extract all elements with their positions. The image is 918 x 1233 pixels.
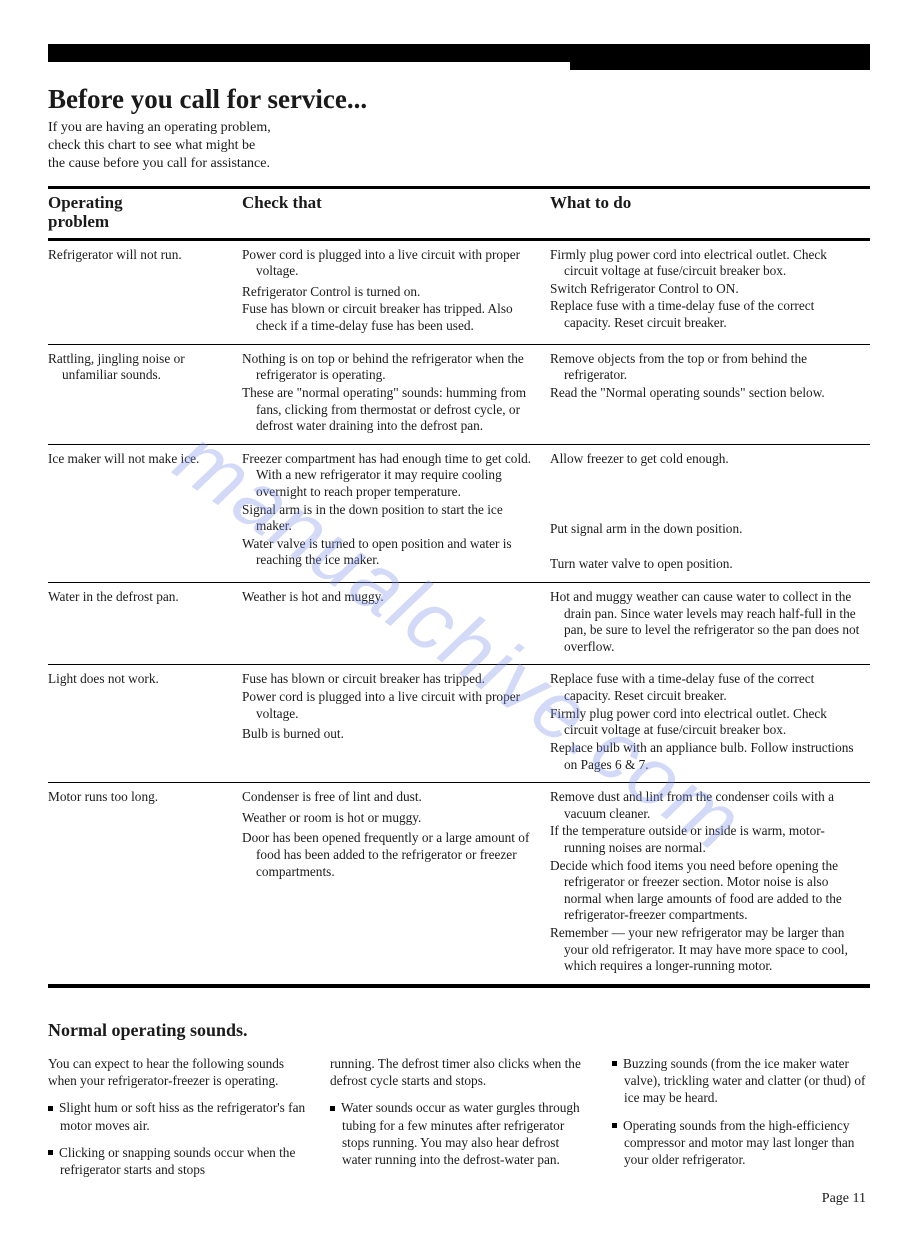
header-check: Check that xyxy=(242,193,550,232)
check-item: Fuse has blown or circuit breaker has tr… xyxy=(242,671,536,688)
what-item: Firmly plug power cord into electrical o… xyxy=(550,706,860,739)
what-item: Replace fuse with a time-delay fuse of t… xyxy=(550,671,860,704)
bullet-icon xyxy=(48,1106,53,1111)
check-cell: Weather is hot and muggy. xyxy=(242,589,550,656)
problem-text: Ice maker will not make ice. xyxy=(48,451,234,468)
table-row: Light does not work. Fuse has blown or c… xyxy=(48,664,870,782)
check-item: Weather is hot and muggy. xyxy=(242,589,536,606)
what-cell: Replace fuse with a time-delay fuse of t… xyxy=(550,671,860,774)
bullet-icon xyxy=(48,1150,53,1155)
table-header-row: Operating problem Check that What to do xyxy=(48,189,870,240)
problem-cell: Ice maker will not make ice. xyxy=(48,451,242,574)
table-row: Refrigerator will not run. Power cord is… xyxy=(48,240,870,344)
intro-line: check this chart to see what might be xyxy=(48,137,870,155)
problem-cell: Light does not work. xyxy=(48,671,242,774)
intro-text: If you are having an operating problem, … xyxy=(48,119,870,174)
what-item: Decide which food items you need before … xyxy=(550,858,860,924)
sounds-intro: You can expect to hear the following sou… xyxy=(48,1055,306,1090)
check-cell: Freezer compartment has had enough time … xyxy=(242,451,550,574)
check-item: Power cord is plugged into a live circui… xyxy=(242,247,536,280)
sounds-bullet: Water sounds occur as water gurgles thro… xyxy=(330,1099,588,1168)
check-item: Water valve is turned to open position a… xyxy=(242,536,536,569)
what-item: Replace bulb with an appliance bulb. Fol… xyxy=(550,740,860,773)
table-row: Motor runs too long. Condenser is free o… xyxy=(48,782,870,984)
check-item: Weather or room is hot or muggy. xyxy=(242,810,536,827)
what-cell: Allow freezer to get cold enough. Put si… xyxy=(550,451,860,574)
sounds-bullet: Operating sounds from the high-efficienc… xyxy=(612,1117,870,1169)
check-item: Fuse has blown or circuit breaker has tr… xyxy=(242,301,536,334)
problem-text: Rattling, jingling noise or unfamiliar s… xyxy=(48,351,234,384)
what-item xyxy=(550,486,860,503)
what-item: Replace fuse with a time-delay fuse of t… xyxy=(550,298,860,331)
table-row: Ice maker will not make ice. Freezer com… xyxy=(48,444,870,582)
sounds-bullet: Clicking or snapping sounds occur when t… xyxy=(48,1144,306,1179)
what-cell: Firmly plug power cord into electrical o… xyxy=(550,247,860,336)
header-bar xyxy=(48,44,870,62)
check-item: Bulb is burned out. xyxy=(242,726,536,743)
check-item: Signal arm is in the down position to st… xyxy=(242,502,536,535)
check-item: Freezer compartment has had enough time … xyxy=(242,451,536,501)
what-item: Remove objects from the top or from behi… xyxy=(550,351,860,384)
intro-line: If you are having an operating problem, xyxy=(48,119,870,137)
problem-cell: Water in the defrost pan. xyxy=(48,589,242,656)
what-item: Allow freezer to get cold enough. xyxy=(550,451,860,468)
what-item xyxy=(550,468,860,485)
what-item: Switch Refrigerator Control to ON. xyxy=(550,281,860,298)
check-cell: Condenser is free of lint and dust. Weat… xyxy=(242,789,550,976)
what-cell: Hot and muggy weather can cause water to… xyxy=(550,589,860,656)
sounds-continuation: running. The defrost timer also clicks w… xyxy=(330,1055,588,1090)
what-item xyxy=(550,539,860,556)
sounds-col-3: Buzzing sounds (from the ice maker water… xyxy=(612,1055,870,1189)
problem-cell: Refrigerator will not run. xyxy=(48,247,242,336)
what-cell: Remove objects from the top or from behi… xyxy=(550,351,860,436)
check-cell: Fuse has blown or circuit breaker has tr… xyxy=(242,671,550,774)
table-row: Rattling, jingling noise or unfamiliar s… xyxy=(48,344,870,444)
what-item: If the temperature outside or inside is … xyxy=(550,823,860,856)
normal-sounds-section: Normal operating sounds. You can expect … xyxy=(48,1020,870,1189)
check-item: Power cord is plugged into a live circui… xyxy=(242,689,536,722)
header-what: What to do xyxy=(550,193,860,232)
check-item: Nothing is on top or behind the refriger… xyxy=(242,351,536,384)
intro-line: the cause before you call for assistance… xyxy=(48,155,870,173)
sounds-col-2: running. The defrost timer also clicks w… xyxy=(330,1055,588,1189)
what-item: Remember — your new refrigerator may be … xyxy=(550,925,860,975)
check-item: Condenser is free of lint and dust. xyxy=(242,789,536,806)
page-number: Page 11 xyxy=(822,1191,866,1207)
troubleshooting-table: Operating problem Check that What to do … xyxy=(48,186,870,988)
what-item: Read the "Normal operating sounds" secti… xyxy=(550,385,860,402)
what-item: Turn water valve to open position. xyxy=(550,556,860,573)
check-item: Door has been opened frequently or a lar… xyxy=(242,830,536,880)
what-item: Put signal arm in the down position. xyxy=(550,521,860,538)
what-item: Hot and muggy weather can cause water to… xyxy=(550,589,860,655)
what-item xyxy=(550,504,860,521)
sounds-title: Normal operating sounds. xyxy=(48,1020,870,1041)
check-cell: Power cord is plugged into a live circui… xyxy=(242,247,550,336)
check-item: Refrigerator Control is turned on. xyxy=(242,284,536,301)
table-row: Water in the defrost pan. Weather is hot… xyxy=(48,582,870,664)
problem-cell: Motor runs too long. xyxy=(48,789,242,976)
check-item: These are "normal operating" sounds: hum… xyxy=(242,385,536,435)
bullet-icon xyxy=(612,1123,617,1128)
check-cell: Nothing is on top or behind the refriger… xyxy=(242,351,550,436)
what-item: Remove dust and lint from the condenser … xyxy=(550,789,860,822)
what-cell: Remove dust and lint from the condenser … xyxy=(550,789,860,976)
problem-cell: Rattling, jingling noise or unfamiliar s… xyxy=(48,351,242,436)
sounds-bullet: Buzzing sounds (from the ice maker water… xyxy=(612,1055,870,1107)
header-problem: Operating problem xyxy=(48,193,242,232)
bullet-icon xyxy=(330,1106,335,1111)
bullet-icon xyxy=(612,1061,617,1066)
page-title: Before you call for service... xyxy=(48,84,870,115)
sounds-bullet: Slight hum or soft hiss as the refrigera… xyxy=(48,1099,306,1134)
what-item: Firmly plug power cord into electrical o… xyxy=(550,247,860,280)
sounds-col-1: You can expect to hear the following sou… xyxy=(48,1055,306,1189)
